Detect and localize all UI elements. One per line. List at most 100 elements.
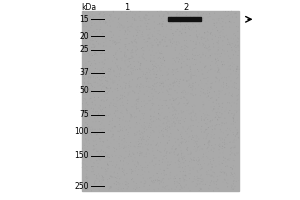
Point bbox=[199, 178, 204, 181]
Point bbox=[192, 159, 197, 162]
Point bbox=[220, 145, 225, 148]
Point bbox=[129, 55, 134, 58]
Point bbox=[218, 170, 223, 173]
Point bbox=[184, 183, 189, 187]
Point bbox=[82, 146, 87, 150]
Point bbox=[230, 175, 235, 178]
Point bbox=[183, 26, 188, 29]
Point bbox=[102, 100, 106, 103]
Point bbox=[80, 102, 85, 105]
Point bbox=[217, 67, 221, 71]
Point bbox=[143, 14, 148, 17]
Point bbox=[96, 85, 100, 88]
Point bbox=[196, 121, 201, 124]
Point bbox=[80, 147, 85, 150]
Point bbox=[228, 64, 233, 67]
Point bbox=[177, 34, 182, 37]
Point bbox=[206, 173, 211, 176]
Point bbox=[122, 144, 127, 147]
Point bbox=[179, 142, 184, 145]
Point bbox=[127, 160, 132, 163]
Point bbox=[98, 72, 103, 76]
Point bbox=[118, 111, 123, 114]
Point bbox=[116, 67, 121, 71]
Point bbox=[162, 168, 167, 171]
Point bbox=[203, 117, 208, 120]
Point bbox=[151, 79, 155, 82]
Point bbox=[179, 130, 184, 134]
Point bbox=[231, 164, 236, 168]
Point bbox=[215, 17, 220, 21]
Point bbox=[127, 64, 131, 68]
Point bbox=[91, 43, 95, 46]
Point bbox=[115, 160, 120, 164]
Point bbox=[92, 180, 97, 183]
Point bbox=[162, 186, 167, 190]
Point bbox=[87, 75, 92, 79]
Point bbox=[107, 160, 112, 163]
Point bbox=[100, 175, 105, 178]
Point bbox=[186, 164, 190, 167]
Point bbox=[229, 94, 234, 97]
Point bbox=[108, 185, 113, 188]
Point bbox=[167, 135, 172, 139]
Point bbox=[216, 175, 221, 178]
Point bbox=[196, 12, 201, 15]
Point bbox=[136, 36, 141, 40]
Point bbox=[111, 160, 116, 163]
Point bbox=[188, 65, 193, 69]
Point bbox=[81, 128, 85, 131]
Point bbox=[130, 105, 134, 108]
Point bbox=[217, 21, 222, 24]
Point bbox=[181, 140, 185, 144]
Point bbox=[161, 135, 166, 138]
Point bbox=[132, 39, 137, 43]
Point bbox=[95, 71, 100, 75]
Point bbox=[227, 41, 232, 44]
Point bbox=[213, 143, 218, 146]
Point bbox=[164, 36, 168, 39]
Point bbox=[148, 60, 153, 63]
Point bbox=[81, 68, 86, 71]
Point bbox=[146, 37, 150, 40]
Point bbox=[94, 182, 98, 185]
Point bbox=[224, 174, 229, 177]
Point bbox=[136, 102, 141, 105]
Point bbox=[202, 143, 207, 146]
Point bbox=[154, 62, 158, 65]
Point bbox=[184, 174, 188, 177]
Point bbox=[119, 76, 124, 80]
Point bbox=[91, 120, 95, 123]
Point bbox=[90, 101, 95, 104]
Point bbox=[177, 156, 182, 159]
Point bbox=[134, 49, 138, 52]
Point bbox=[218, 127, 223, 131]
Point bbox=[163, 65, 167, 68]
Point bbox=[130, 56, 134, 60]
Point bbox=[163, 10, 168, 13]
Point bbox=[190, 166, 195, 170]
Point bbox=[215, 71, 220, 74]
Point bbox=[120, 167, 125, 170]
Point bbox=[91, 149, 96, 152]
Point bbox=[114, 183, 119, 186]
Point bbox=[150, 68, 155, 71]
Point bbox=[146, 11, 151, 14]
Point bbox=[98, 123, 103, 126]
Point bbox=[172, 98, 177, 101]
Point bbox=[134, 53, 139, 56]
Point bbox=[160, 122, 165, 125]
Point bbox=[201, 102, 206, 105]
Point bbox=[176, 26, 181, 29]
Point bbox=[99, 121, 104, 125]
Point bbox=[189, 117, 194, 121]
Point bbox=[215, 66, 220, 69]
Point bbox=[132, 90, 137, 94]
Point bbox=[118, 68, 123, 72]
Point bbox=[95, 67, 100, 71]
Point bbox=[83, 18, 88, 21]
Point bbox=[82, 77, 87, 80]
Point bbox=[214, 76, 218, 79]
Point bbox=[172, 182, 177, 185]
Point bbox=[206, 31, 211, 34]
